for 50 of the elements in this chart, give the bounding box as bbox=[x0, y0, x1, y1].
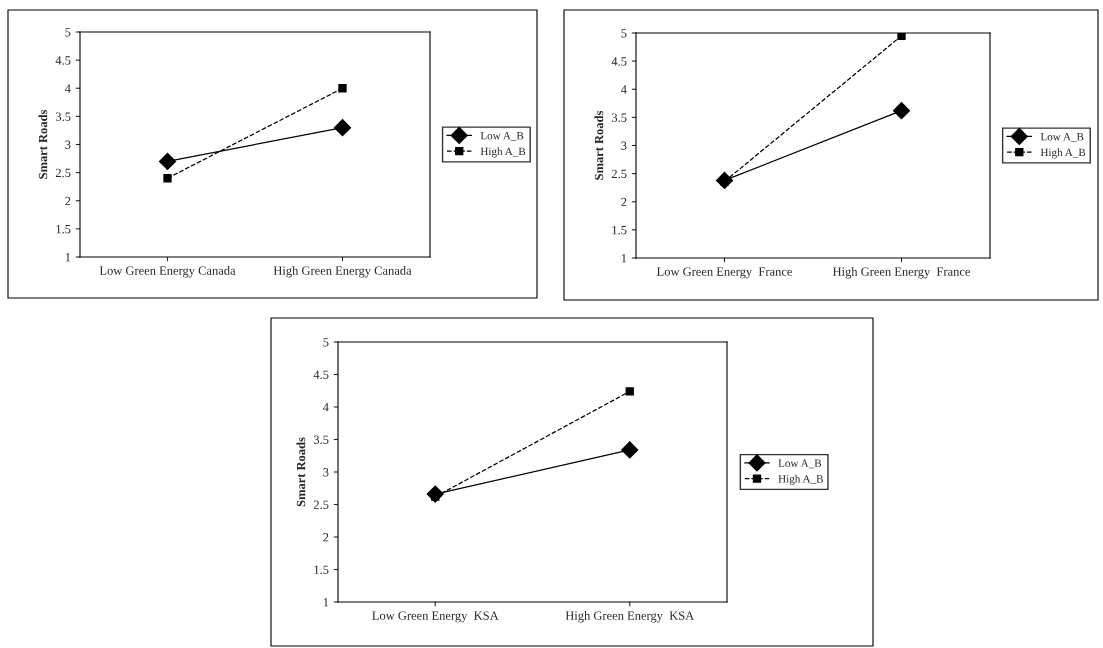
point bbox=[333, 119, 352, 137]
y-tick-label: 4.5 bbox=[313, 370, 329, 380]
y-tick-label: 3 bbox=[65, 140, 71, 149]
y-tick-label: 4.5 bbox=[55, 56, 71, 65]
legend-label: High A_B bbox=[778, 474, 823, 485]
y-tick-label: 1 bbox=[621, 254, 627, 263]
y-tick-label: 4 bbox=[322, 403, 329, 412]
x-tick-label: High Green Energy KSA bbox=[565, 611, 695, 623]
x-tick-label: High Green Energy France bbox=[832, 267, 971, 279]
y-tick-label: 3 bbox=[621, 141, 627, 150]
y-tick-label: 4 bbox=[620, 85, 627, 94]
y-axis-title: Smart Roads bbox=[296, 437, 306, 507]
y-tick-label: 1.5 bbox=[56, 224, 71, 234]
y-tick-label: 3.5 bbox=[611, 113, 627, 122]
y-tick-label: 5 bbox=[621, 29, 627, 38]
point bbox=[163, 174, 172, 183]
y-tick-label: 2 bbox=[621, 197, 627, 207]
legend-label: Low A_B bbox=[778, 459, 822, 469]
point bbox=[621, 441, 639, 459]
y-tick-label: 2 bbox=[65, 196, 71, 206]
point bbox=[158, 152, 177, 170]
y-tick-label: 2.5 bbox=[55, 168, 71, 178]
y-tick-label: 1 bbox=[65, 253, 71, 262]
x-tick-label: Low Green Energy France bbox=[656, 267, 792, 279]
y-tick-label: 2.5 bbox=[611, 169, 627, 179]
legend-label: High A_B bbox=[480, 147, 526, 158]
point bbox=[625, 387, 634, 396]
y-tick-label: 2.5 bbox=[313, 500, 329, 510]
y-tick-label: 1.5 bbox=[314, 565, 329, 575]
y-tick-label: 1 bbox=[323, 598, 329, 607]
point bbox=[892, 102, 911, 120]
y-tick-label: 3.5 bbox=[55, 112, 71, 121]
legend-label: Low A_B bbox=[1040, 133, 1084, 142]
x-tick-label: High Green Energy Canada bbox=[273, 266, 412, 278]
y-tick-label: 1.5 bbox=[612, 225, 627, 235]
legend-label: Low A_B bbox=[480, 132, 524, 141]
y-tick-label: 5 bbox=[323, 338, 329, 347]
legend-label: High A_B bbox=[1040, 148, 1086, 159]
y-axis-title: Smart Roads bbox=[38, 109, 48, 179]
y-tick-label: 3.5 bbox=[313, 435, 329, 445]
y-tick-label: 3 bbox=[323, 468, 329, 477]
point bbox=[897, 33, 906, 40]
y-tick-label: 4 bbox=[64, 84, 71, 93]
y-tick-label: 5 bbox=[65, 28, 71, 37]
y-axis-title: Smart Roads bbox=[594, 110, 604, 180]
x-tick-label: Low Green Energy KSA bbox=[372, 611, 499, 623]
y-tick-label: 2 bbox=[323, 533, 329, 542]
y-tick-label: 4.5 bbox=[611, 57, 627, 66]
point bbox=[338, 84, 347, 93]
x-tick-label: Low Green Energy Canada bbox=[99, 266, 236, 278]
